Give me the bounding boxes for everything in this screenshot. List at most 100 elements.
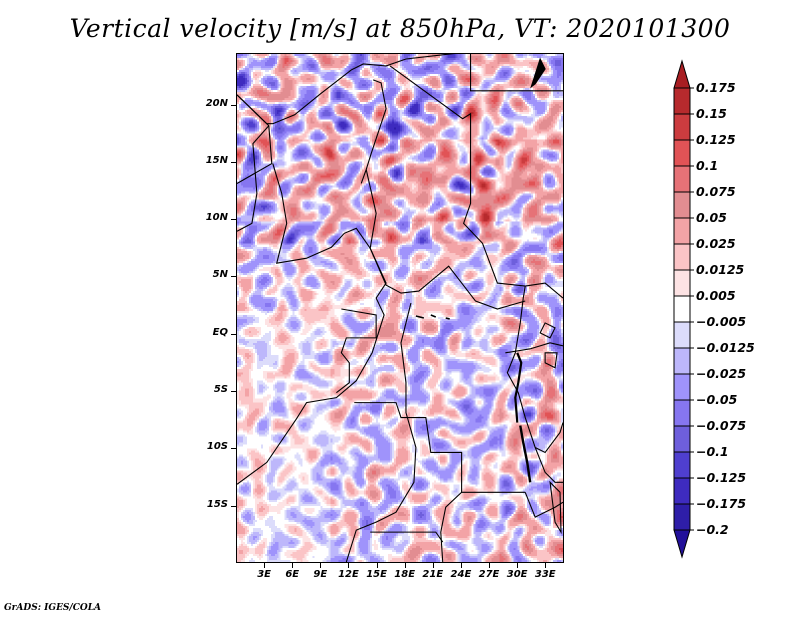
- border-line: [506, 285, 563, 483]
- colorbar-label: 0.05: [696, 210, 727, 225]
- colorbar-label: −0.025: [696, 366, 747, 381]
- colorbar-swatch: [673, 477, 691, 505]
- vertical-velocity-field: [237, 54, 563, 562]
- y-tick-label: 15N: [205, 154, 228, 166]
- x-tick-mark: [460, 563, 462, 568]
- colorbar-label: 0.005: [696, 288, 736, 303]
- x-tick-mark: [320, 563, 322, 568]
- border-line: [237, 125, 270, 232]
- border-line: [534, 422, 563, 454]
- x-tick-label: 18E: [394, 569, 416, 580]
- x-tick-mark: [489, 563, 491, 568]
- border-line: [237, 94, 273, 184]
- x-tick-mark: [432, 563, 434, 568]
- colorbar-swatch: [673, 269, 691, 297]
- border-line: [440, 491, 462, 562]
- colorbar-swatch: [673, 321, 691, 349]
- y-tick-mark: [231, 104, 236, 106]
- y-tick-label: 10N: [205, 212, 228, 224]
- colorbar-label: 0.075: [696, 184, 736, 199]
- colorbar-label: 0.15: [696, 106, 727, 121]
- border-line: [370, 531, 444, 543]
- x-tick-label: 12E: [338, 569, 359, 580]
- y-tick-mark: [231, 333, 236, 335]
- colorbar-swatch: [673, 165, 691, 193]
- colorbar-swatch: [673, 451, 691, 479]
- x-tick-label: 21E: [422, 569, 444, 580]
- colorbar-label: −0.2: [696, 522, 729, 537]
- colorbar-swatch: [673, 347, 691, 375]
- border-line: [524, 492, 563, 518]
- y-tick-mark: [231, 505, 236, 507]
- footer-credit: GrADS: IGES/COLA: [4, 603, 102, 613]
- x-tick-label: 30E: [506, 569, 528, 580]
- colorbar-swatch: [673, 217, 691, 245]
- border-line: [272, 163, 526, 310]
- colorbar-label: 0.125: [696, 132, 736, 147]
- border-line: [345, 302, 417, 562]
- colorbar-min-extend-triangle: [673, 529, 691, 559]
- x-tick-label: 15E: [366, 569, 387, 580]
- colorbar-label: −0.1: [696, 444, 729, 459]
- lake-outline: [544, 352, 558, 369]
- lake-outline: [530, 57, 546, 89]
- colorbar-swatch: [673, 87, 691, 115]
- colorbar-swatch: [673, 399, 691, 427]
- x-tick-label: 9E: [313, 569, 328, 580]
- border-line: [336, 308, 377, 394]
- border-line: [470, 54, 563, 92]
- y-tick-mark: [231, 161, 236, 163]
- x-tick-label: 27E: [478, 569, 500, 580]
- x-tick-mark: [264, 563, 266, 568]
- colorbar-label: −0.0125: [696, 340, 755, 355]
- y-tick-mark: [231, 219, 236, 221]
- y-tick-mark: [231, 276, 236, 278]
- border-line: [237, 54, 455, 125]
- x-tick-mark: [404, 563, 406, 568]
- lake-outline: [549, 480, 562, 535]
- colorbar-swatch: [673, 373, 691, 401]
- x-tick-mark: [348, 563, 350, 568]
- map-plot-area: [236, 53, 564, 563]
- colorbar-label: 0.175: [696, 80, 736, 95]
- lake-outline: [519, 425, 532, 483]
- y-tick-mark: [231, 448, 236, 450]
- border-line: [354, 402, 526, 493]
- chart-title: Vertical velocity [m/s] at 850hPa, VT: 2…: [69, 14, 731, 43]
- x-tick-mark: [376, 563, 378, 568]
- x-tick-mark: [292, 563, 294, 568]
- border-line: [525, 282, 563, 299]
- y-tick-label: 5N: [212, 269, 228, 281]
- border-line: [505, 342, 563, 354]
- x-tick-label: 6E: [285, 569, 300, 580]
- border-line: [237, 169, 387, 485]
- y-tick-label: 5S: [213, 384, 228, 396]
- colorbar-swatch: [673, 503, 691, 531]
- y-tick-label: 20N: [205, 97, 228, 109]
- colorbar-label: −0.005: [696, 314, 747, 329]
- x-tick-mark: [545, 563, 547, 568]
- x-tick-mark: [517, 563, 519, 568]
- x-tick-label: 33E: [534, 569, 556, 580]
- colorbar-label: −0.125: [696, 470, 747, 485]
- colorbar-label: 0.025: [696, 236, 736, 251]
- border-line: [389, 65, 526, 287]
- colorbar-swatch: [673, 191, 691, 219]
- colorbar-label: −0.075: [696, 418, 747, 433]
- colorbar-swatch: [673, 425, 691, 453]
- lake-outline: [539, 322, 556, 339]
- country-borders: [237, 54, 563, 562]
- border-line: [360, 79, 387, 184]
- colorbar-swatch: [673, 139, 691, 167]
- colorbar-max-extend-triangle: [673, 59, 691, 89]
- x-tick-label: 24E: [450, 569, 472, 580]
- colorbar-label: 0.1: [696, 158, 719, 173]
- y-tick-label: 15S: [206, 498, 228, 510]
- x-tick-label: 3E: [257, 569, 271, 580]
- lake-outline: [514, 352, 523, 423]
- colorbar-swatch: [673, 113, 691, 141]
- colorbar-swatch: [673, 243, 691, 271]
- colorbar-label: 0.0125: [696, 262, 745, 277]
- y-tick-label: 10S: [206, 441, 228, 453]
- y-tick-label: EQ: [212, 326, 228, 338]
